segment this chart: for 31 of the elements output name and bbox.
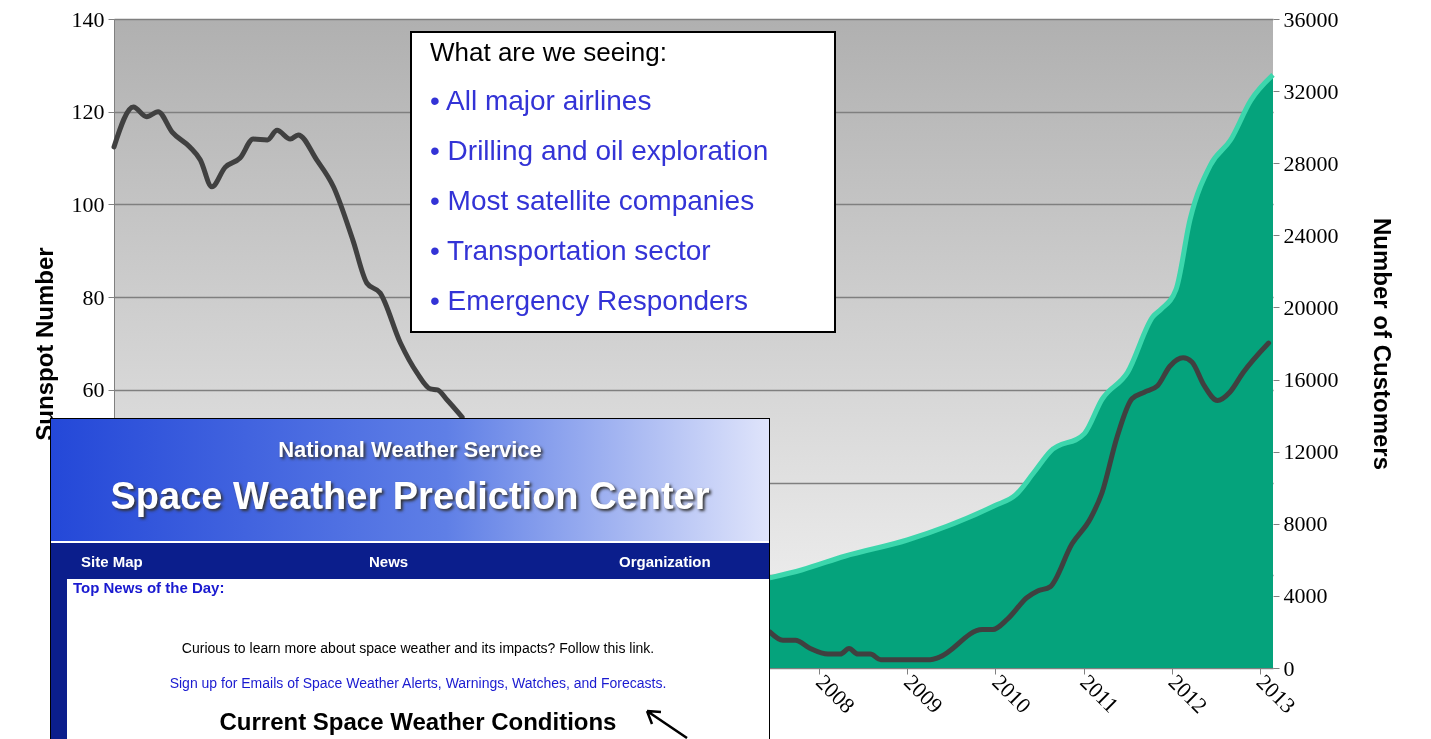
y2-tick-label: 8000 — [1283, 511, 1328, 537]
y-tick-label: 60 — [82, 377, 105, 403]
y-tick-label: 120 — [71, 99, 105, 125]
y2-axis-title: Number of Customers — [1368, 217, 1396, 471]
y2-tick-label: 16000 — [1283, 367, 1339, 393]
annotation: National Weather Service — [278, 437, 542, 462]
annotation: • All major airlines — [430, 85, 652, 117]
y2-tick-label: 20000 — [1283, 294, 1339, 320]
annotation: Space Weather Prediction Center — [109, 475, 711, 518]
annotation: • Drilling and oil exploration — [430, 135, 769, 167]
y2-tick-label: 4000 — [1283, 583, 1328, 609]
y-tick-label: 100 — [71, 191, 105, 217]
annotation: • Most satellite companies — [430, 185, 755, 217]
y2-tick-label: 36000 — [1283, 6, 1339, 32]
y2-tick-label: 24000 — [1283, 222, 1339, 248]
annotation: What are we seeing: — [430, 37, 668, 68]
y2-tick-label: 12000 — [1283, 439, 1339, 465]
annotation: • Emergency Responders — [430, 285, 748, 317]
y-tick-label: 80 — [82, 284, 105, 310]
y2-tick-label: 32000 — [1283, 78, 1339, 104]
text: Sign up for Emails of Space Weather Alerts, Warnings, Watches, and Forecasts. — [169, 675, 667, 691]
y2-tick-label: 0 — [1283, 655, 1295, 681]
annotation: Site Map — [81, 553, 143, 570]
annotation: Organization — [619, 553, 711, 570]
annotation: Curious to learn more about space weather and its impacts? Follow this link. — [180, 640, 656, 656]
annotation: • Transportation sector — [430, 235, 711, 267]
y2-tick-label: 28000 — [1283, 150, 1339, 176]
annotation: News — [369, 553, 409, 570]
text: Current Space Weather Conditions — [219, 708, 617, 735]
annotation: Top News of the Day: — [73, 579, 225, 596]
y-tick-label: 140 — [71, 6, 105, 32]
